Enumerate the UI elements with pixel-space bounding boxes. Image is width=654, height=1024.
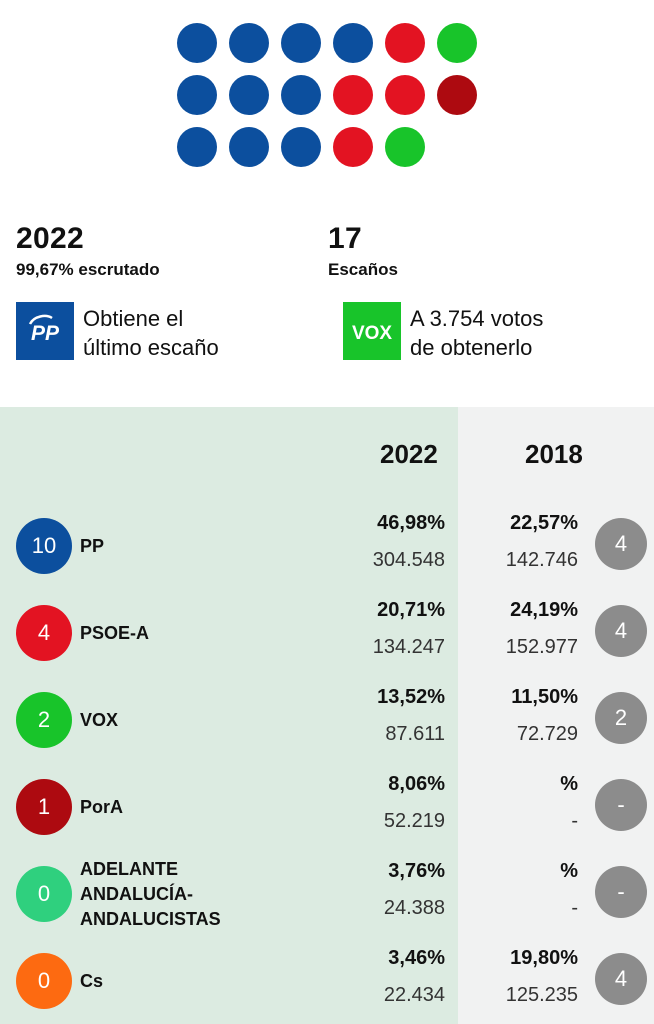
party-votes-previous: 142.746 bbox=[505, 549, 578, 571]
seat-distribution-grid bbox=[0, 0, 654, 190]
party-seats-badge: 10 bbox=[16, 518, 72, 574]
party-seats-previous-badge: 4 bbox=[595, 518, 647, 570]
party-votes-previous: 125.235 bbox=[505, 984, 578, 1006]
last-seat-line1: Obtiene el bbox=[83, 306, 184, 331]
party-votes-previous: 72.729 bbox=[516, 723, 578, 745]
party-percentage-current: 20,71% bbox=[377, 599, 445, 621]
next-seat-note: VOX A 3.754 votos de obtenerlo bbox=[343, 302, 543, 362]
election-year-block: 2022 99,67% escrutado bbox=[16, 222, 160, 280]
party-percentage-current: 46,98% bbox=[377, 512, 445, 534]
party-seats-previous-badge: 4 bbox=[595, 605, 647, 657]
column-header-current: 2022 bbox=[380, 439, 438, 469]
seat-dot bbox=[281, 75, 321, 115]
seat-dot bbox=[333, 75, 373, 115]
counted-percentage: 99,67% escrutado bbox=[16, 260, 160, 279]
party-votes-current: 304.548 bbox=[372, 549, 445, 571]
party-row[interactable]: 2 VOX 13,52% 87.611 11,50% 72.729 2 bbox=[0, 678, 654, 765]
party-row[interactable]: 4 PSOE-A 20,71% 134.247 24,19% 152.977 4 bbox=[0, 591, 654, 678]
party-seats-previous-badge: - bbox=[595, 779, 647, 831]
party-percentage-previous: 19,80% bbox=[510, 947, 578, 969]
party-percentage-previous: 22,57% bbox=[510, 512, 578, 534]
party-name: VOX bbox=[80, 709, 119, 730]
party-name: Cs bbox=[80, 970, 104, 991]
party-seats-badge: 2 bbox=[16, 692, 72, 748]
party-seats-previous-badge: 2 bbox=[595, 692, 647, 744]
seat-dot bbox=[229, 23, 269, 63]
party-votes-current: 24.388 bbox=[383, 897, 445, 919]
seats-total: 17 bbox=[328, 222, 362, 255]
seat-dot bbox=[437, 75, 477, 115]
seat-dot bbox=[177, 127, 217, 167]
party-votes-previous: - bbox=[571, 810, 578, 832]
seat-dot bbox=[281, 23, 321, 63]
seat-dot bbox=[229, 75, 269, 115]
party-votes-previous: 152.977 bbox=[505, 636, 578, 658]
seat-dot bbox=[333, 23, 373, 63]
seat-dot bbox=[229, 127, 269, 167]
party-percentage-current: 3,46% bbox=[388, 947, 445, 969]
party-seats-badge: 4 bbox=[16, 605, 72, 661]
seat-dot bbox=[385, 23, 425, 63]
party-votes-current: 22.434 bbox=[383, 984, 445, 1006]
current-year-panel bbox=[0, 407, 458, 1024]
party-percentage-previous: 11,50% bbox=[511, 686, 578, 708]
vox-logo-icon: VOX bbox=[343, 302, 401, 360]
party-seats-previous-badge: - bbox=[595, 866, 647, 918]
last-seat-line2: último escaño bbox=[83, 335, 219, 360]
seat-dot bbox=[281, 127, 321, 167]
seat-dot bbox=[177, 23, 217, 63]
party-row[interactable]: 0 ADELANTE ANDALUCÍA- ANDALUCISTAS 3,76% 24.3… bbox=[0, 852, 654, 939]
column-header-previous: 2018 bbox=[525, 439, 583, 469]
party-seats-badge: 0 bbox=[16, 866, 72, 922]
party-votes-previous: - bbox=[571, 897, 578, 919]
next-seat-line2: de obtenerlo bbox=[410, 335, 533, 360]
party-votes-current: 134.247 bbox=[372, 636, 445, 658]
party-percentage-previous: % bbox=[560, 860, 578, 882]
last-seat-note: PP Obtiene el último escaño bbox=[16, 302, 219, 362]
party-votes-current: 87.611 bbox=[385, 723, 445, 745]
party-name: PSOE-A bbox=[80, 622, 150, 643]
party-name: ADELANTE ANDALUCÍA- ANDALUCISTAS bbox=[80, 858, 221, 929]
party-percentage-previous: % bbox=[560, 773, 578, 795]
svg-text:VOX: VOX bbox=[352, 323, 392, 344]
party-votes-current: 52.219 bbox=[383, 810, 445, 832]
seat-dot bbox=[333, 127, 373, 167]
seats-total-block: 17 Escaños bbox=[328, 222, 398, 280]
seat-dot bbox=[385, 75, 425, 115]
seat-dot bbox=[385, 127, 425, 167]
election-year: 2022 bbox=[16, 222, 84, 255]
seat-dot bbox=[437, 23, 477, 63]
pp-logo-icon: PP bbox=[16, 302, 74, 360]
party-percentage-current: 13,52% bbox=[377, 686, 445, 708]
svg-text:PP: PP bbox=[31, 322, 60, 345]
party-row[interactable]: 1 PorA 8,06% 52.219% - - bbox=[0, 765, 654, 852]
party-seats-previous-badge: 4 bbox=[595, 953, 647, 1005]
party-percentage-previous: 24,19% bbox=[510, 599, 578, 621]
party-percentage-current: 3,76% bbox=[388, 860, 445, 882]
next-seat-line1: A 3.754 votos bbox=[410, 306, 544, 331]
party-row[interactable]: 10 PP 46,98% 304.548 22,57% 142.746 4 bbox=[0, 504, 654, 591]
seat-dot bbox=[177, 75, 217, 115]
party-name: PorA bbox=[80, 796, 124, 817]
party-seats-badge: 0 bbox=[16, 953, 72, 1009]
party-percentage-current: 8,06% bbox=[388, 773, 445, 795]
party-row[interactable]: 0 Cs 3,46% 22.434 19,80% 125.235 4 bbox=[0, 939, 654, 1024]
results-table: 2022 2018 10 PP 46,98% 304.548 22,57% 142.746… bbox=[0, 407, 654, 1024]
seats-label: Escaños bbox=[328, 260, 398, 279]
party-seats-badge: 1 bbox=[16, 779, 72, 835]
summary-header: 2022 99,67% escrutado 17 Escaños bbox=[0, 222, 654, 382]
party-name: PP bbox=[80, 535, 105, 556]
